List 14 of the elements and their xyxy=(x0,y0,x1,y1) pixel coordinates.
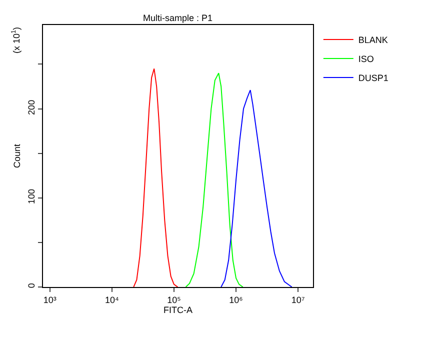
x-tick-label: 10⁷ xyxy=(291,294,305,305)
x-axis-title: FITC-A xyxy=(164,304,192,315)
x-tick-label: 10⁵ xyxy=(167,294,182,305)
x-tick-label: 10³ xyxy=(43,294,56,305)
x-tick-label: 10⁶ xyxy=(229,294,244,305)
x-tick-label: 10⁴ xyxy=(104,294,119,305)
chart-title: Multi-sample : P1 xyxy=(143,13,213,23)
y-tick-label: 200 xyxy=(26,100,36,115)
legend-label: DUSP1 xyxy=(358,73,388,84)
legend-label: ISO xyxy=(358,54,374,64)
legend-label: BLANK xyxy=(358,35,388,46)
y-tick-label: 0 xyxy=(26,283,36,288)
y-tick-label: 100 xyxy=(26,189,36,204)
y-axis-title: Count xyxy=(12,144,22,168)
